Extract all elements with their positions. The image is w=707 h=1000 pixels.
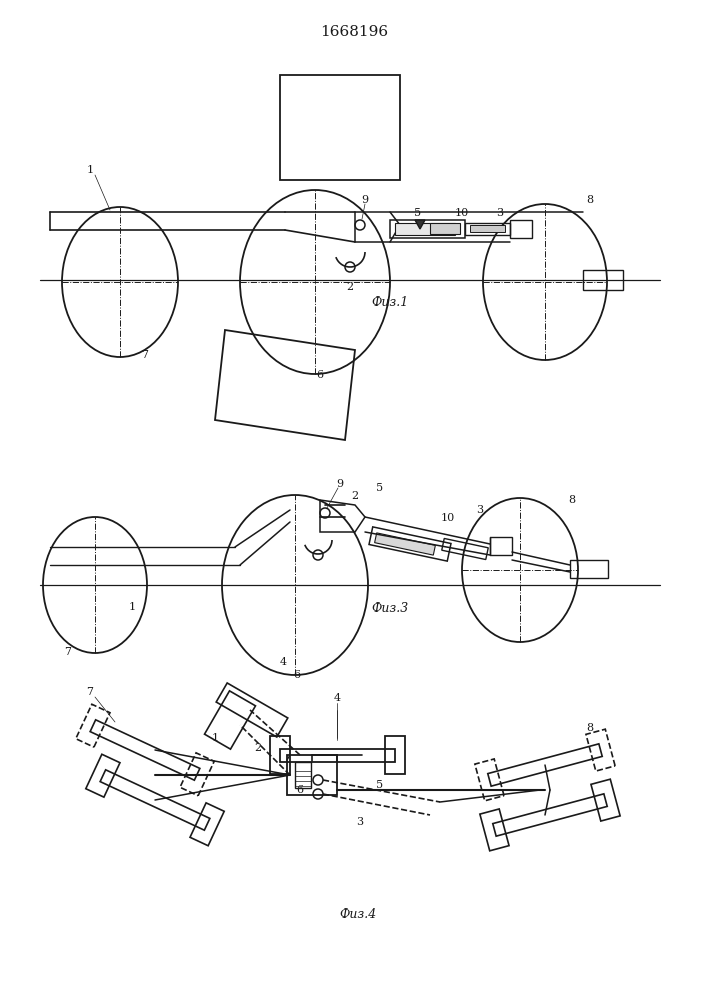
Text: 5: 5 [376, 780, 384, 790]
Bar [430, 223, 460, 234]
Text: 7: 7 [141, 350, 148, 360]
Bar [390, 220, 465, 238]
Bar [395, 223, 455, 235]
Bar [287, 755, 337, 795]
Text: 1: 1 [211, 733, 218, 743]
Text: 3: 3 [477, 505, 484, 515]
Text: 4: 4 [279, 657, 286, 667]
Text: 3: 3 [496, 208, 503, 218]
Text: 7: 7 [64, 647, 71, 657]
Polygon shape [375, 533, 436, 555]
Bar [470, 225, 505, 232]
Text: 10: 10 [455, 208, 469, 218]
Text: 6: 6 [317, 370, 324, 380]
Text: 9: 9 [337, 479, 344, 489]
Text: 4: 4 [334, 693, 341, 703]
Bar [490, 537, 512, 555]
Text: Физ.1: Физ.1 [371, 296, 409, 308]
Text: 6: 6 [296, 785, 303, 795]
Text: 10: 10 [441, 513, 455, 523]
Text: 1668196: 1668196 [320, 25, 388, 39]
Text: 9: 9 [361, 195, 368, 205]
Text: 3: 3 [356, 817, 363, 827]
Bar [295, 762, 311, 788]
Text: Физ.4: Физ.4 [339, 908, 377, 922]
Bar [465, 223, 510, 235]
Bar [510, 220, 532, 238]
Text: 2: 2 [351, 491, 358, 501]
Text: 8: 8 [586, 723, 594, 733]
Text: 8: 8 [568, 495, 575, 505]
Text: 5: 5 [414, 208, 421, 218]
Text: 5: 5 [376, 483, 384, 493]
Text: 1: 1 [86, 165, 93, 175]
Text: Физ.3: Физ.3 [371, 601, 409, 614]
Polygon shape [415, 220, 425, 229]
Bar [583, 270, 623, 290]
Bar [570, 560, 608, 578]
Text: 7: 7 [86, 687, 93, 697]
Text: 8: 8 [586, 195, 594, 205]
Text: 1: 1 [129, 602, 136, 612]
Bar [280, 75, 400, 180]
Text: 6: 6 [293, 670, 300, 680]
Text: 2: 2 [255, 743, 262, 753]
Text: 2: 2 [346, 282, 354, 292]
